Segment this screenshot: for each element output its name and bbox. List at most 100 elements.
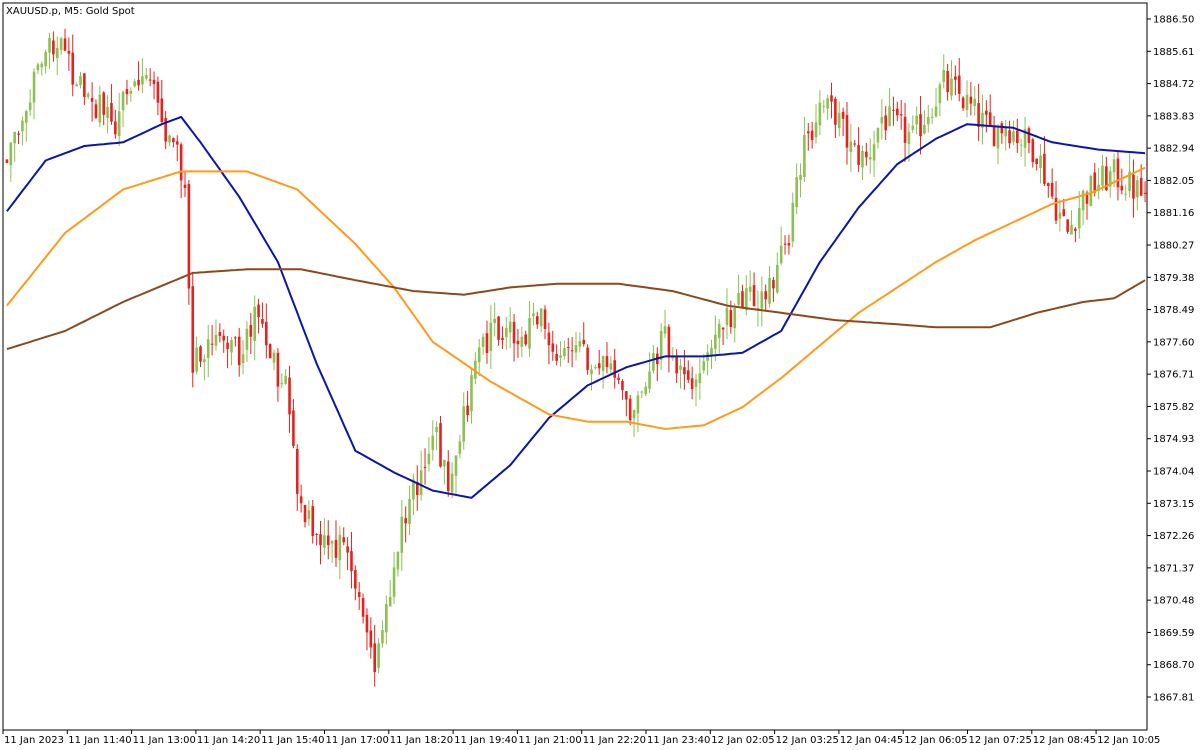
candle — [1004, 119, 1008, 151]
candle — [183, 171, 187, 198]
candle-body — [911, 125, 915, 130]
candle-body — [1089, 175, 1093, 206]
candle — [369, 617, 373, 659]
candle-body — [44, 51, 47, 67]
candle — [834, 96, 837, 139]
candle — [505, 317, 508, 350]
candle-body — [501, 337, 504, 340]
candle-body — [551, 343, 555, 352]
candle-body — [110, 102, 113, 122]
candle — [106, 95, 109, 134]
candle-body — [172, 138, 175, 143]
candle-body — [175, 141, 179, 145]
candle — [1027, 126, 1031, 154]
candle-body — [52, 40, 55, 55]
candle — [559, 341, 562, 367]
candle — [32, 68, 36, 120]
candle — [818, 90, 822, 136]
candle — [83, 72, 86, 105]
candle — [741, 284, 744, 308]
candle-body — [1108, 171, 1112, 187]
candle-body — [454, 455, 458, 476]
candle — [485, 320, 489, 364]
candle-body — [799, 175, 802, 180]
x-tick-label: 12 Jan 03:25 — [776, 735, 839, 746]
candle — [311, 500, 315, 544]
candle-body — [1004, 127, 1008, 137]
candle-body — [1077, 208, 1081, 229]
candle — [675, 349, 678, 384]
candle-body — [187, 184, 191, 289]
candle — [845, 101, 849, 165]
candle-body — [818, 102, 822, 126]
x-tick-label: 11 Jan 22:20 — [583, 735, 646, 746]
candle — [1050, 168, 1054, 200]
candle — [110, 84, 113, 125]
candle-body — [489, 322, 493, 351]
candle-body — [779, 245, 783, 264]
candle — [1023, 116, 1027, 167]
candle-body — [868, 157, 872, 160]
candle-body — [284, 375, 287, 384]
y-tick-label: 1886.50 — [1153, 15, 1194, 26]
candle — [930, 108, 934, 125]
candle — [609, 356, 613, 375]
candle — [617, 373, 620, 385]
candle — [408, 485, 411, 536]
candle-body — [79, 75, 82, 85]
candle — [381, 620, 384, 648]
candle-body — [477, 347, 481, 363]
candle-body — [129, 90, 133, 94]
candle-body — [427, 453, 431, 465]
candle — [996, 124, 1000, 165]
y-tick-label: 1868.70 — [1153, 660, 1194, 671]
candle-body — [443, 459, 446, 467]
candle — [539, 308, 543, 333]
candle — [841, 107, 845, 136]
candle — [249, 312, 253, 354]
candle-body — [570, 350, 574, 352]
candle-body — [121, 91, 125, 111]
candle-body — [102, 92, 106, 115]
candle — [230, 337, 233, 366]
candle — [590, 364, 593, 391]
candle-body — [350, 551, 353, 572]
candle-body — [24, 111, 28, 123]
candle — [679, 358, 682, 389]
candle-body — [1139, 177, 1143, 196]
candle-body — [83, 73, 86, 97]
candle-body — [458, 441, 462, 454]
candle-body — [55, 47, 59, 59]
x-tick-label: 11 Jan 14:20 — [197, 735, 260, 746]
candle-body — [899, 114, 903, 116]
candle — [791, 192, 795, 248]
candle — [961, 96, 965, 111]
candle — [1132, 159, 1135, 218]
candle-body — [408, 499, 411, 524]
candle-body — [1105, 166, 1108, 191]
candle-body — [5, 159, 9, 163]
candle-body — [439, 423, 442, 467]
candle-body — [896, 108, 899, 116]
candle — [191, 271, 195, 388]
candle-body — [628, 398, 632, 421]
candle-body — [934, 106, 938, 117]
candle-body — [377, 643, 380, 668]
x-tick-label: 12 Jan 08:45 — [1033, 735, 1096, 746]
candle-body — [1023, 128, 1027, 148]
candle-body — [466, 405, 469, 416]
candle-body — [481, 336, 485, 347]
candle-body — [1046, 183, 1050, 187]
candle — [520, 326, 524, 358]
candle — [307, 500, 311, 527]
candle-body — [578, 341, 582, 347]
candle — [783, 235, 787, 255]
candle — [439, 415, 442, 468]
candle — [768, 266, 771, 308]
candle — [899, 99, 903, 130]
candle — [477, 338, 481, 377]
candle-body — [323, 535, 326, 548]
candle-body — [1074, 228, 1077, 231]
candle — [125, 79, 129, 105]
candle — [501, 326, 504, 350]
